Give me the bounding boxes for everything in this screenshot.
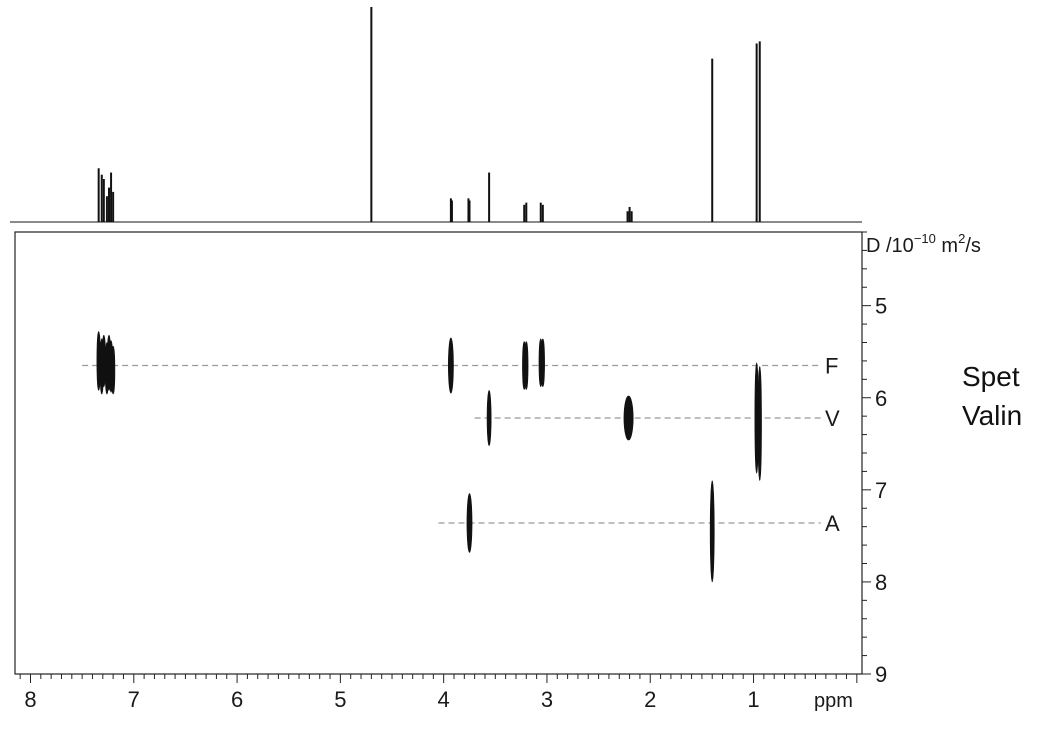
cross-peak-17 (466, 493, 473, 553)
x-tick-label-7: 7 (128, 687, 140, 712)
cross-peak-13 (623, 395, 634, 441)
x-axis: 8 7 6 5 4 3 2 1 ppm (19, 674, 858, 712)
x-tick-label-2: 2 (644, 687, 656, 712)
cross-peak-7 (448, 337, 454, 394)
x-tick-label-3: 3 (541, 687, 553, 712)
y-tick-label-5: 5 (875, 294, 887, 319)
top-projection-spectrum (10, 7, 862, 223)
x-tick-label-6: 6 (231, 687, 243, 712)
cross-peak-10 (524, 341, 529, 390)
series-label-F: F (825, 354, 838, 379)
plot-frame (14, 231, 863, 675)
side-text-line-2: Valin (962, 400, 1023, 431)
x-axis-unit-label: ppm (814, 690, 853, 712)
x-tick-label-4: 4 (438, 687, 450, 712)
cross-peak-12 (540, 338, 545, 387)
diffusion-reference-lines (82, 364, 821, 524)
cross-peaks (96, 331, 762, 583)
x-tick-label-5: 5 (334, 687, 346, 712)
x-tick-label-1: 1 (747, 687, 759, 712)
y-tick-label-9: 9 (875, 662, 887, 687)
side-text-line-1: Spet (962, 361, 1020, 392)
series-label-V: V (825, 406, 840, 431)
y-tick-label-8: 8 (875, 570, 887, 595)
x-tick-label-8: 8 (24, 687, 36, 712)
cross-peak-8 (486, 390, 492, 446)
series-labels: F V A (825, 354, 840, 536)
series-label-A: A (825, 511, 840, 536)
y-axis-title: D /10−10 m2/s (866, 231, 981, 257)
plot-area-border (14, 231, 863, 675)
cross-peak-16 (757, 366, 762, 481)
y-tick-label-7: 7 (875, 478, 887, 503)
y-axis: D /10−10 m2/s 5 6 7 8 9 (862, 231, 981, 687)
cross-peak-14 (709, 480, 715, 583)
y-tick-label-6: 6 (875, 386, 887, 411)
cross-peak-6 (111, 345, 116, 395)
